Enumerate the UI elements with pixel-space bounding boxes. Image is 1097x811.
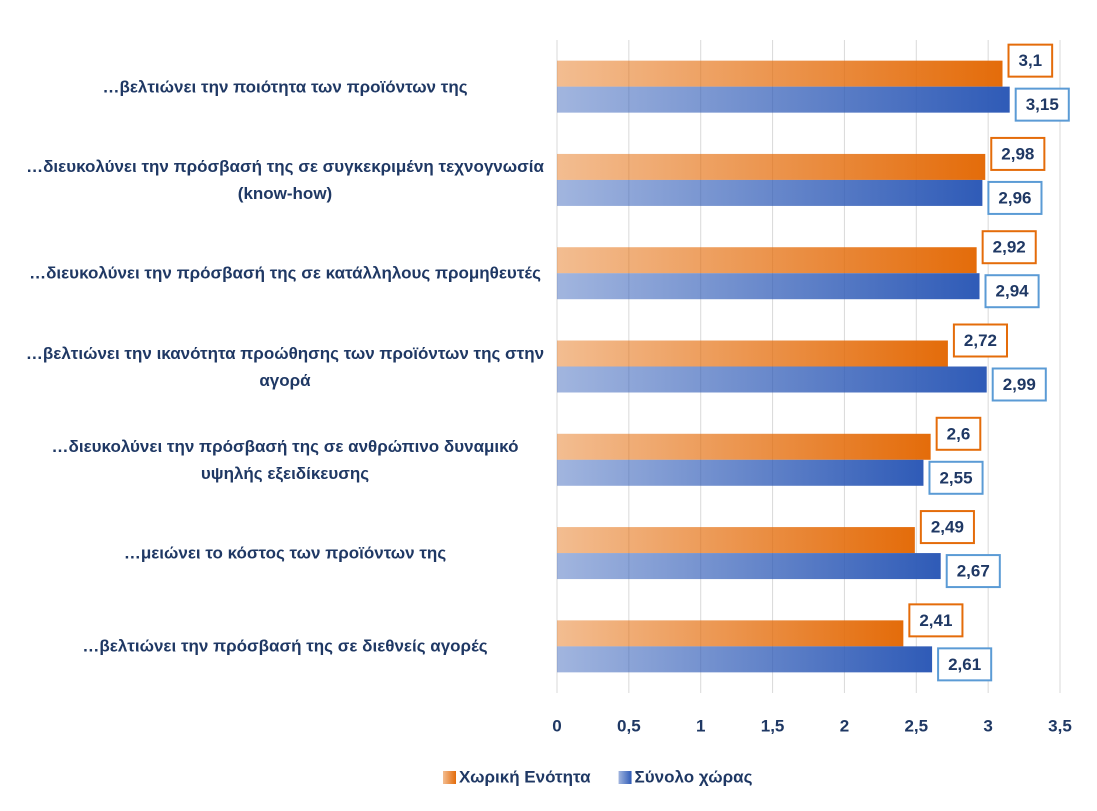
category-label: …βελτιώνει την ποιότητα των προϊόντων τη… — [102, 77, 468, 97]
value-label-box — [991, 367, 1047, 402]
value-label-box — [928, 460, 984, 495]
bar — [557, 459, 924, 486]
x-tick-label: 2,5 — [904, 716, 928, 735]
bar — [557, 153, 986, 180]
value-label-box — [1014, 87, 1070, 122]
x-tick-label: 1 — [696, 716, 705, 735]
value-label-box — [908, 603, 964, 638]
legend-label: Χωρική Ενότητα — [459, 767, 591, 786]
category-label: …βελτιώνει την πρόσβασή της σε διεθνείς … — [82, 636, 488, 656]
value-label: 2,96 — [998, 188, 1031, 207]
x-tick-label: 3,5 — [1048, 716, 1072, 735]
bar — [557, 553, 941, 580]
value-label: 2,61 — [948, 655, 981, 674]
value-label: 2,55 — [939, 468, 972, 487]
x-tick-label: 0,5 — [617, 716, 641, 735]
x-tick-label: 2 — [840, 716, 849, 735]
legend-swatch — [618, 771, 632, 784]
bar — [557, 247, 977, 274]
x-tick-label: 3 — [983, 716, 992, 735]
value-label: 2,49 — [931, 518, 964, 537]
value-label: 2,94 — [996, 282, 1030, 301]
x-tick-label: 1,5 — [761, 716, 785, 735]
value-label-box — [935, 416, 982, 451]
bar — [557, 433, 931, 460]
bar — [557, 620, 904, 647]
value-label-box — [987, 180, 1043, 215]
bar — [557, 179, 983, 206]
value-label-box — [937, 647, 993, 682]
value-label: 3,1 — [1019, 51, 1043, 70]
value-label: 2,72 — [964, 331, 997, 350]
category-label: …διευκολύνει την πρόσβασή της σε ανθρώπι… — [51, 436, 519, 483]
value-label-box — [981, 230, 1037, 265]
value-label: 3,15 — [1026, 95, 1059, 114]
value-label-box — [1007, 43, 1054, 78]
bar — [557, 340, 948, 367]
category-label: …διευκολύνει την πρόσβασή της σε κατάλλη… — [29, 263, 541, 283]
x-tick-label: 0 — [552, 716, 561, 735]
value-label-box — [984, 274, 1040, 309]
value-label-box — [952, 323, 1008, 358]
value-label: 2,99 — [1003, 375, 1036, 394]
bar — [557, 527, 915, 554]
bar — [557, 60, 1003, 87]
value-label: 2,98 — [1001, 144, 1034, 163]
bar — [557, 646, 933, 673]
category-label: …βελτιώνει την ικανότητα προώθησης των π… — [25, 343, 545, 390]
category-label: …διευκολύνει την πρόσβασή της σε συγκεκρ… — [26, 156, 544, 203]
value-label: 2,6 — [947, 424, 971, 443]
bar — [557, 366, 987, 393]
value-label: 2,67 — [957, 562, 990, 581]
value-label-box — [990, 136, 1046, 171]
category-label: …μειώνει το κόστος των προϊόντων της — [123, 543, 447, 563]
legend-swatch — [443, 771, 456, 784]
value-label-box — [945, 554, 1001, 589]
value-label: 2,41 — [919, 611, 952, 630]
bar — [557, 86, 1010, 113]
bar — [557, 273, 980, 300]
value-label-box — [919, 510, 975, 545]
legend-label: Σύνολο χώρας — [635, 767, 753, 786]
value-label: 2,92 — [993, 238, 1026, 257]
